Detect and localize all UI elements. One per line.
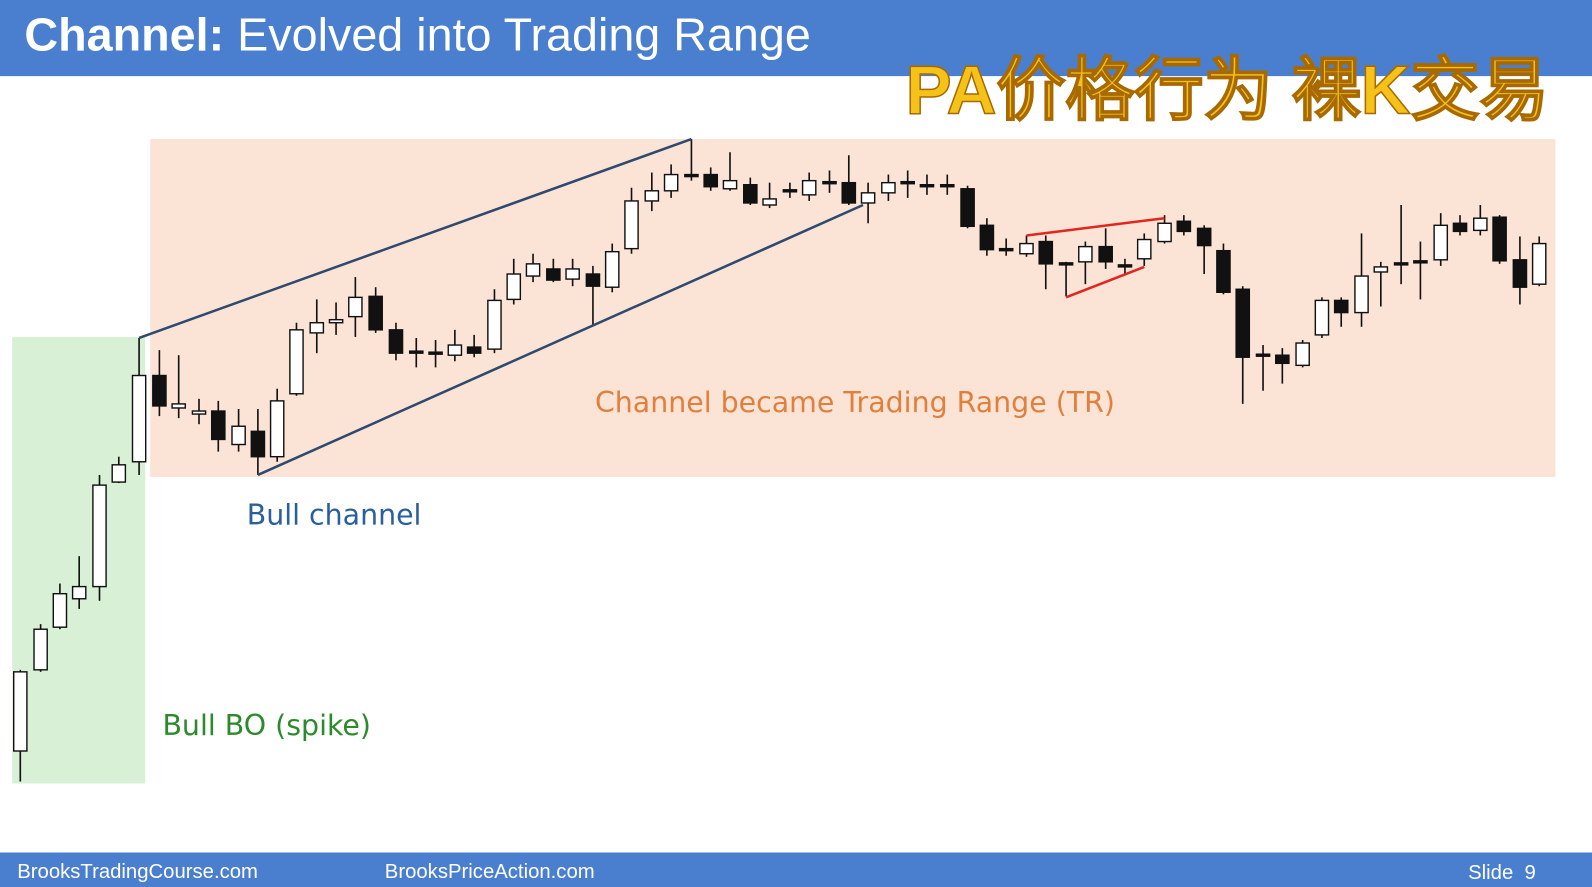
candle-body [881,181,896,194]
bull-bo-label: Bull BO (spike) [162,709,371,742]
candle-body [289,329,304,395]
watermark: PA价格行为 裸K交易 [906,52,1549,129]
candle-body [1136,238,1152,260]
candle-body [939,183,955,188]
candle-body [801,179,817,196]
candle-body [1275,354,1290,365]
candle-body [1452,222,1468,233]
channel-bottom-line [257,203,864,477]
bull-channel-label: Bull channel [247,499,422,532]
candle-body [231,425,246,446]
candle-body [1235,288,1251,358]
candle-body [1354,275,1369,314]
candle-body [191,410,207,415]
candle-body [703,173,719,188]
candle-body [1512,259,1528,288]
candle-body [1038,240,1054,265]
candle-body [663,173,679,192]
candle-body [71,585,87,600]
candle-body [152,374,167,407]
candle-body [250,430,266,458]
candle-body [1473,217,1488,232]
candle-body [1255,353,1271,357]
candle-body [408,350,424,354]
candle-body [1176,220,1192,233]
candle-body [604,250,620,288]
candle-body [1117,264,1133,268]
title-bold: Channel: [24,9,224,61]
candle-body [1196,227,1212,247]
candle-body [585,273,601,287]
candle-body [1058,262,1074,266]
candle-body [487,299,502,350]
candle-body [210,410,226,441]
candle-body [684,173,699,178]
candle-body [466,346,482,354]
candle-body [388,329,404,354]
candle-body [328,318,344,324]
candle-body [1078,245,1093,263]
candle-body [92,484,107,588]
header-bar [0,0,1592,77]
candle-body [1314,299,1330,336]
candle-body [644,190,660,202]
footer-left: BrooksTradingCourse.com [17,861,258,883]
candle-body [447,344,463,356]
candle-body [1333,299,1349,314]
candle-body [1295,342,1310,367]
candle-body [841,181,857,204]
candle-body [1098,245,1113,263]
title-rest: Evolved into Trading Range [237,9,811,61]
candle-body [900,180,915,185]
candle-body [12,671,28,752]
candle-body [1433,224,1449,261]
candle-body [565,268,580,280]
tr-label: Channel became Trading Range (TR) [595,386,1115,419]
candlestick-chart [12,139,1547,782]
footer-bar [0,852,1592,887]
footer-right: Slide 9 [1468,862,1536,884]
candle-body [1373,266,1389,273]
candle-body [171,403,187,409]
candle-body [546,268,561,281]
channel-top-line [138,137,692,340]
candle-body [1492,216,1507,262]
candle-body [919,183,935,188]
candle-body [348,296,363,318]
candle-body [525,263,541,277]
candle-body [860,192,876,204]
candle-body [762,198,777,206]
candle-body [998,247,1014,252]
wedge-bottom-line [1065,265,1145,299]
candle-body [624,200,639,250]
candle-body [111,464,127,483]
wedge-top-line [1026,216,1165,237]
footer-center: BrooksPriceAction.com [385,861,595,883]
candle-body [269,400,285,458]
candle-body [428,351,443,355]
candle-body [52,592,68,628]
candle-body [131,374,147,463]
candle-body [1393,262,1409,266]
candle-body [1216,249,1231,293]
candle-body [722,179,738,190]
candle-body [743,183,758,204]
candle-body [1413,260,1428,264]
candle-body [309,322,325,334]
candle-body [506,273,522,301]
candle-body [1157,222,1172,243]
candle-body [979,224,995,251]
candle-body [1531,242,1547,285]
candle-body [1019,242,1034,255]
candle-body [782,189,798,193]
title: Channel: Evolved into Trading Range [24,9,810,61]
candle-body [822,180,837,185]
candle-body [33,628,48,671]
candle-body [368,295,383,331]
candle-body [960,188,975,228]
